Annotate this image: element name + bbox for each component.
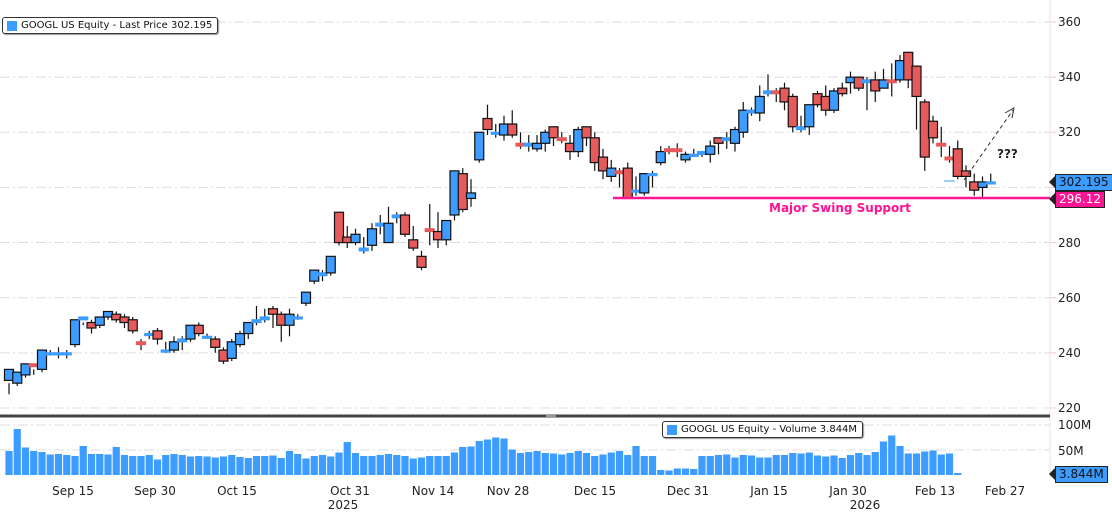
volume-legend-label: GOOGL US Equity - Volume 3.844M (681, 424, 858, 435)
volume-tick-100m: 100M (1058, 418, 1092, 432)
volume-gridlines (0, 424, 1050, 451)
x-tick: Oct 15 (217, 484, 257, 498)
x-tick: Nov 28 (486, 484, 530, 498)
volume-tag: 3.844M (1049, 466, 1108, 483)
volume-legend-swatch (667, 424, 677, 435)
x-tick: Feb 13 (914, 484, 956, 498)
price-candles (3, 51, 996, 395)
y-tick-260: 260 (1058, 291, 1081, 305)
volume-tick-50m: 50M (1058, 444, 1084, 458)
x-tick: Nov 14 (411, 484, 455, 498)
price-legend-swatch (7, 20, 17, 31)
x-tick: Oct 31 (330, 484, 370, 498)
volume-legend: GOOGL US Equity - Volume 3.844M (662, 421, 864, 438)
price-legend-label: GOOGL US Equity - Last Price 302.195 (21, 20, 213, 31)
last-price-tag: 302.195 (1049, 174, 1112, 191)
y-tick-360: 360 (1058, 15, 1081, 29)
y-tick-220: 220 (1058, 401, 1081, 415)
x-tick: Jan 15 (750, 484, 788, 498)
y-tick-320: 320 (1058, 125, 1081, 139)
volume-bars (5, 429, 962, 475)
x-tick: Sep 30 (134, 484, 176, 498)
x-year-label: 2026 (849, 498, 881, 512)
x-year-label: 2025 (327, 498, 359, 512)
y-tick-240: 240 (1058, 346, 1081, 360)
y-tick-280: 280 (1058, 236, 1081, 250)
projection-arrow (963, 107, 1015, 181)
price-legend: GOOGL US Equity - Last Price 302.195 (2, 17, 219, 34)
question-annotation: ??? (997, 147, 1018, 161)
x-tick: Dec 15 (573, 484, 617, 498)
support-price-tag: 296.12 (1049, 191, 1105, 208)
x-tick: Dec 31 (666, 484, 710, 498)
support-annotation: Major Swing Support (769, 201, 911, 215)
x-tick: Jan 30 (829, 484, 867, 498)
x-tick: Feb 27 (984, 484, 1026, 498)
x-tick: Sep 15 (52, 484, 94, 498)
pane-divider-handle[interactable] (546, 415, 556, 417)
price-gridlines (0, 21, 1056, 409)
y-tick-340: 340 (1058, 70, 1081, 84)
